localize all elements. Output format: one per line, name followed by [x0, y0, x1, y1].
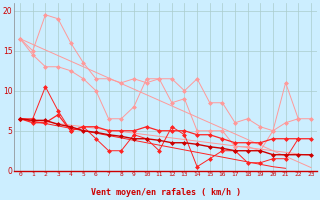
X-axis label: Vent moyen/en rafales ( km/h ): Vent moyen/en rafales ( km/h )	[91, 188, 241, 197]
